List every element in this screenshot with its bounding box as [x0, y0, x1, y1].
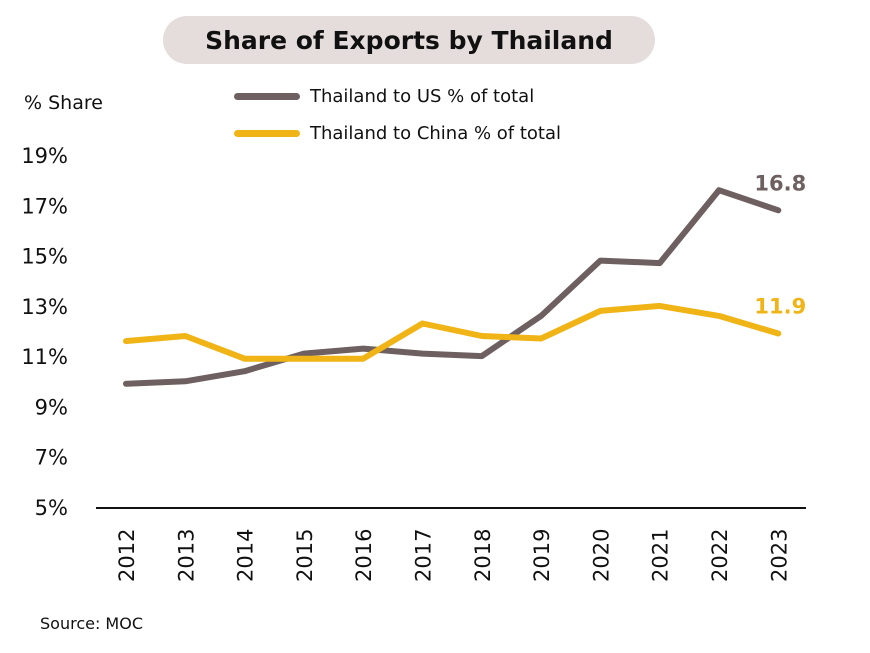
x-tick-label: 2014: [234, 529, 258, 582]
series-line-us: [123, 187, 782, 387]
legend-label-china: Thailand to China % of total: [310, 122, 562, 144]
x-tick-label: 2015: [293, 529, 317, 582]
y-tick-label: 13%: [21, 295, 68, 319]
x-tick-label: 2012: [115, 529, 139, 582]
y-axis-label: % Share: [24, 92, 103, 114]
source-note: Source: MOC: [40, 614, 143, 633]
legend-item-us: Thailand to US % of total: [234, 84, 534, 108]
end-label-china: 11.9: [754, 295, 806, 319]
y-tick-label: 5%: [35, 496, 68, 520]
x-tick-label: 2022: [708, 529, 732, 582]
chart-title-box: Share of Exports by Thailand: [163, 16, 655, 64]
y-tick-label: 9%: [35, 395, 68, 419]
chart-title: Share of Exports by Thailand: [205, 25, 613, 55]
y-tick-label: 19%: [21, 144, 68, 168]
x-tick-label: 2016: [352, 529, 376, 582]
legend-swatch-us: [234, 92, 300, 100]
legend-label-us: Thailand to US % of total: [310, 85, 535, 107]
x-tick-label: 2017: [412, 529, 436, 582]
legend-item-china: Thailand to China % of total: [234, 121, 561, 145]
x-tick-label: 2020: [589, 529, 613, 582]
y-tick-label: 17%: [21, 194, 68, 218]
x-tick-label: 2021: [649, 529, 673, 582]
x-tick-label: 2013: [174, 529, 198, 582]
end-label-us: 16.8: [754, 171, 806, 195]
y-tick-label: 7%: [35, 446, 68, 470]
y-tick-label: 11%: [21, 345, 68, 369]
legend-swatch-china: [234, 129, 300, 137]
y-tick-label: 15%: [21, 245, 68, 269]
x-tick-label: 2018: [471, 529, 495, 582]
x-tick-label: 2019: [530, 529, 554, 582]
series-line-china: [123, 302, 782, 362]
x-tick-label: 2023: [767, 529, 791, 582]
